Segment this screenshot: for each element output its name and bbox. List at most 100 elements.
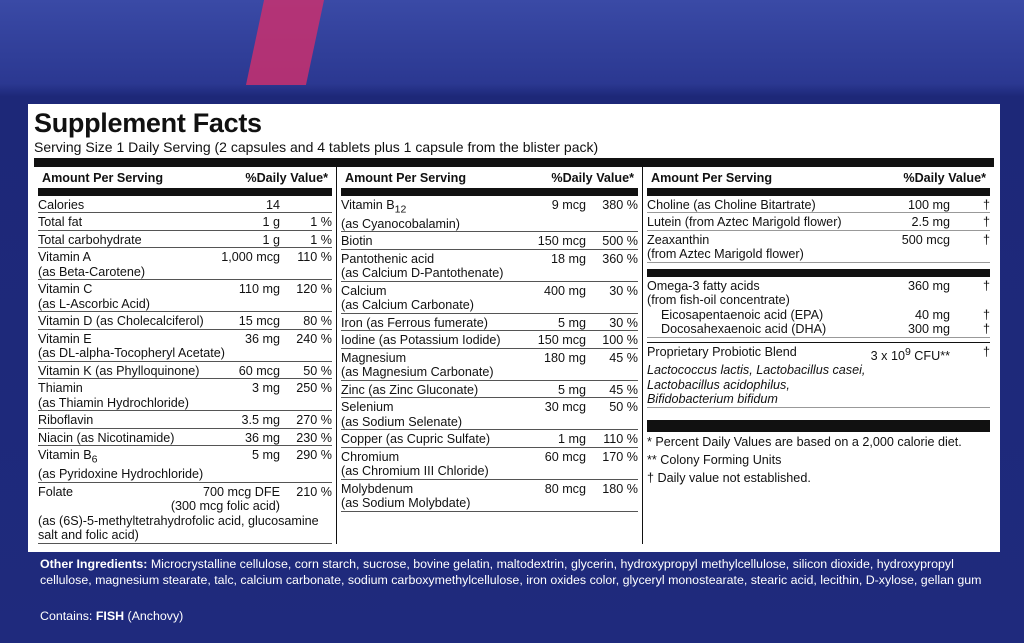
daily-value-text: † <box>982 344 990 359</box>
nutrient-name-text: Vitamin B <box>38 448 92 462</box>
nutrient-row: Iron (as Ferrous fumerate) 5 mg 30 % <box>341 314 638 332</box>
nutrient-name: Eicosapentaenoic acid (EPA) <box>661 308 909 323</box>
daily-value: † <box>950 233 990 248</box>
amount: 360 mg <box>902 279 950 294</box>
nutrient-row: Vitamin B6 5 mg 290 % (as Pyridoxine Hydroc… <box>38 446 332 483</box>
amount-text: 60 mcg <box>238 363 280 378</box>
daily-value-text: 500 % <box>602 234 638 249</box>
other-ingredients: Other Ingredients: Microcrystalline cell… <box>40 556 990 588</box>
nutrient-name: Chromium <box>341 450 539 465</box>
nutrient-name-text: Vitamin A <box>38 250 91 264</box>
box-stripe <box>245 0 325 85</box>
daily-value: 80 % <box>280 314 332 329</box>
daily-value-text: 45 % <box>609 350 638 365</box>
amount-text: 9 mcg <box>551 197 586 212</box>
nutrient-name-text: Thiamin <box>38 381 83 395</box>
amount-text: 180 mg <box>543 350 586 365</box>
nutrient-name: Lutein (from Aztec Marigold flower) <box>647 215 905 230</box>
nutrient-name-text: Calcium <box>341 283 387 298</box>
amount-text: 5 mg <box>252 448 280 462</box>
nutrient-name-text: Iron (as Ferrous fumerate) <box>341 315 488 330</box>
nutrient-name-text: Pantothenic acid <box>341 251 435 266</box>
nutrient-name: Total carbohydrate <box>38 233 256 248</box>
nutrient-group: Proprietary Probiotic Blend 3 x 109 CFU**… <box>647 341 990 432</box>
daily-value-text: 1 % <box>310 232 332 247</box>
daily-value: 270 % <box>280 413 332 428</box>
amount-text: 5 mg <box>558 315 586 330</box>
amount: 1 g <box>256 233 280 248</box>
nutrient-row: Molybdenum 80 mcg 180 % (as Sodium Molybdat… <box>341 480 638 512</box>
amount-text: 18 mg <box>550 251 586 266</box>
nutrient-name-text: Vitamin C <box>38 282 93 296</box>
nutrient-detail: (as Pyridoxine Hydrochloride) <box>38 467 204 482</box>
nutrient-name-text: Chromium <box>341 449 400 464</box>
amount-text: 36 mg <box>244 430 280 445</box>
daily-value: 210 % <box>280 485 332 500</box>
amount: 3.5 mg <box>235 413 280 428</box>
nutrient-name-text: Folate <box>38 484 74 499</box>
organism: Bifidobacterium bifidum <box>647 392 778 407</box>
nutrient-row: Thiamin 3 mg 250 % (as Thiamin Hydrochlorid… <box>38 379 332 411</box>
amount-text: 60 mcg <box>544 449 586 464</box>
nutrient-detail: (as DL-alpha-Tocopheryl Acetate) <box>38 346 225 360</box>
amount-text: 1 g <box>262 232 280 247</box>
nutrient-name: Copper (as Cupric Sulfate) <box>341 432 552 447</box>
nutrient-group: Vitamin B12 9 mcg 380 % (as Cyanocobalamin)… <box>341 196 638 512</box>
nutrient-row: Vitamin A 1,000 mcg 110 % (as Beta-Carotene… <box>38 248 332 280</box>
daily-value-text: 210 % <box>296 484 332 499</box>
amount-text: 360 mg <box>907 278 950 293</box>
daily-value-text: 270 % <box>296 413 332 427</box>
nutrient-name-text: Omega-3 fatty acids <box>647 278 760 293</box>
nutrient-row: Folate 700 mcg DFE 210 % (300 mcg folic aci… <box>38 483 332 544</box>
amount: 14 <box>260 198 280 213</box>
nutrient-name-text: Total carbohydrate <box>38 232 142 247</box>
nutrient-name-text: Iodine (as Potassium Iodide) <box>341 333 501 348</box>
daily-value-text: 230 % <box>296 430 332 445</box>
nutrient-subscript: 6 <box>91 453 98 466</box>
nutrient-name-text: Riboflavin <box>38 413 94 427</box>
daily-value: 45 % <box>586 351 638 366</box>
nutrient-name-text: Selenium <box>341 400 394 415</box>
serving-size: Serving Size 1 Daily Serving (2 capsules… <box>34 139 599 155</box>
daily-value-text: † <box>982 215 990 229</box>
header-dv: %Daily Value* <box>903 171 986 185</box>
nutrient-row: Biotin 150 mcg 500 % <box>341 232 638 250</box>
amount: 36 mg <box>239 431 280 446</box>
amount: 1 g <box>256 215 280 230</box>
daily-value: 500 % <box>586 234 638 249</box>
daily-value-text: 250 % <box>296 381 332 395</box>
nutrient-row: Zinc (as Zinc Gluconate) 5 mg 45 % <box>341 381 638 399</box>
daily-value: 30 % <box>586 316 638 331</box>
amount: 36 mg <box>239 332 280 347</box>
nutrient-name: Niacin (as Nicotinamide) <box>38 431 239 446</box>
nutrient-row: Zeaxanthin 500 mcg † (from Aztec Marigold f… <box>647 231 990 263</box>
amount-text: 80 mcg <box>544 481 586 496</box>
amount: 1,000 mcg <box>215 250 280 265</box>
daily-value: 1 % <box>280 233 332 248</box>
header-amount: Amount Per Serving <box>651 171 773 185</box>
nutrient-name-text: Copper (as Cupric Sulfate) <box>341 432 491 447</box>
amount-exponent: 9 <box>904 345 911 358</box>
nutrient-name-text: Total fat <box>38 215 83 229</box>
nutrient-name-text: Vitamin E <box>38 331 92 346</box>
nutrient-row: Docosahexaenoic acid (DHA) 300 mg † <box>647 322 990 337</box>
amount: 300 mg <box>902 322 950 337</box>
contains: Contains: FISH (Anchovy) <box>40 609 183 623</box>
column-header: Amount Per Serving %Daily Value* <box>38 167 332 196</box>
nutrient-row: Total fat 1 g 1 % <box>38 213 332 231</box>
nutrient-column: Amount Per Serving %Daily Value* Calories 1… <box>34 167 336 544</box>
amount: 500 mcg <box>896 233 950 248</box>
nutrient-detail: (as Calcium D-Pantothenate) <box>341 266 504 281</box>
amount-text: 2.5 mg <box>911 215 950 229</box>
amount-text: 14 <box>265 197 280 212</box>
nutrient-row: Omega-3 fatty acids 360 mg † (from fish-oil… <box>647 277 990 338</box>
column-header: Amount Per Serving %Daily Value* <box>647 167 990 196</box>
nutrient-row: Choline (as Choline Bitartrate) 100 mg † <box>647 196 990 213</box>
nutrient-name: Total fat <box>38 215 256 230</box>
allergen-detail: (Anchovy) <box>127 609 184 623</box>
nutrient-name: Calcium <box>341 284 538 299</box>
nutrient-row: Vitamin C 110 mg 120 % (as L-Ascorbic Acid) <box>38 280 332 312</box>
daily-value-text: 50 % <box>303 363 332 378</box>
nutrient-name: Iron (as Ferrous fumerate) <box>341 316 552 331</box>
nutrient-name-text: Calories <box>38 197 85 212</box>
